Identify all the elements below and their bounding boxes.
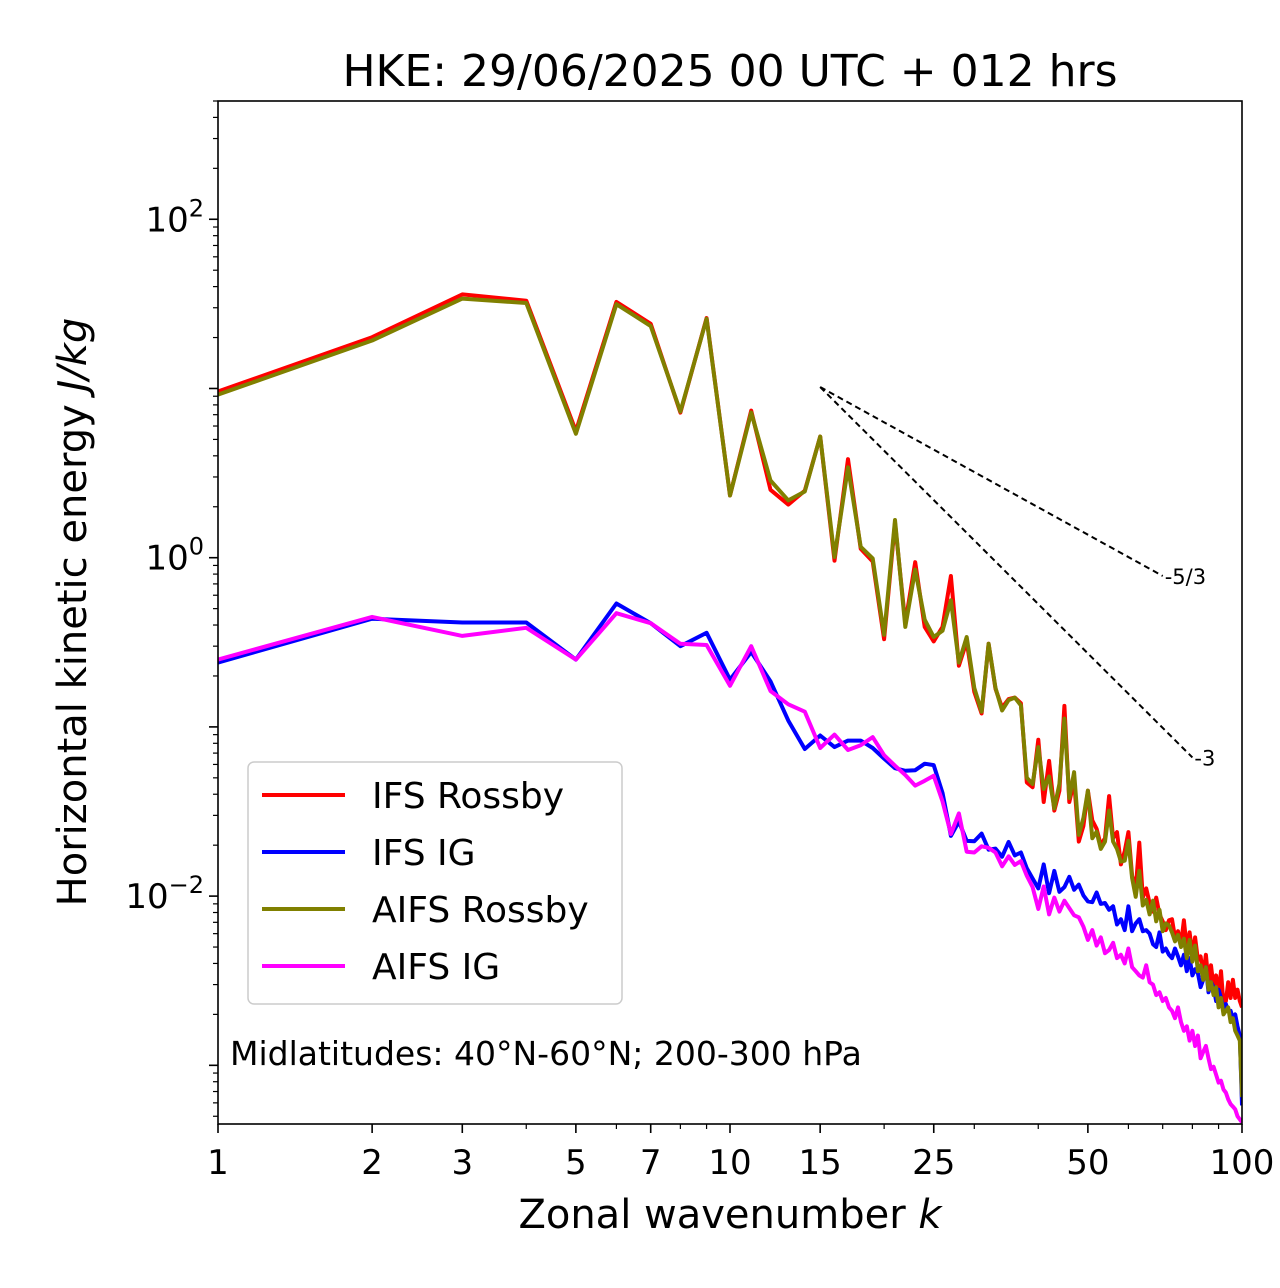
legend-label-aifs-ig: AIFS IG: [372, 947, 500, 988]
x-tick-label: 25: [912, 1143, 955, 1183]
legend-entries: IFS Rossby IFS IG AIFS Rossby AIFS IG: [262, 776, 589, 988]
x-axis-label: Zonal wavenumber k: [518, 1192, 943, 1238]
series-line-aifs-ig: [218, 611, 1242, 1124]
chart-title: HKE: 29/06/2025 00 UTC + 012 hrs: [342, 46, 1117, 97]
y-tick-label: 10−2: [125, 871, 204, 917]
y-axis-label: Horizontal kinetic energy J/kg: [50, 318, 96, 907]
y-axis-ticks: 10−2 100 102: [125, 100, 218, 1117]
x-tick-label: 100: [1210, 1143, 1275, 1183]
region-annotation: Midlatitudes: 40°N-60°N; 200-300 hPa: [230, 1034, 862, 1073]
x-tick-label: 50: [1066, 1143, 1109, 1183]
y-tick-label: 102: [145, 194, 204, 240]
reference-slope-line-5-3: [819, 386, 1164, 577]
x-tick-label: 2: [361, 1143, 383, 1183]
reference-slope-label: -3: [1194, 746, 1215, 770]
y-axis-label-text: Horizontal kinetic energy: [50, 392, 96, 907]
x-tick-label: 5: [565, 1143, 587, 1183]
legend-box: [247, 761, 623, 1005]
x-axis-label-var: k: [918, 1192, 943, 1238]
x-tick-label: 15: [799, 1143, 842, 1183]
x-tick-label: 7: [640, 1143, 662, 1183]
y-axis-label-unit: J/kg: [50, 318, 96, 399]
legend: IFS Rossby IFS IG AIFS Rossby AIFS IG: [247, 761, 623, 1005]
series-line-aifs-rossby: [218, 296, 1242, 1098]
legend-label-ifs-rossby: IFS Rossby: [372, 776, 564, 817]
reference-slope-layer: -5/3 -3: [819, 386, 1215, 770]
x-tick-label: 1: [207, 1143, 229, 1183]
x-axis-ticks: 1 2 3 5 7 10 15 25 50 100: [207, 1124, 1274, 1183]
series-line-ifs-ig: [218, 601, 1242, 1106]
y-tick-label: 100: [145, 533, 204, 579]
reference-slope-line-3: [819, 386, 1194, 759]
x-tick-label: 10: [708, 1143, 751, 1183]
legend-label-ifs-ig: IFS IG: [372, 833, 476, 874]
series-layer: [218, 292, 1242, 1124]
reference-slope-label: -5/3: [1165, 565, 1206, 589]
legend-label-aifs-rossby: AIFS Rossby: [372, 890, 589, 931]
x-tick-label: 3: [451, 1143, 473, 1183]
x-axis-label-text: Zonal wavenumber: [518, 1192, 918, 1238]
